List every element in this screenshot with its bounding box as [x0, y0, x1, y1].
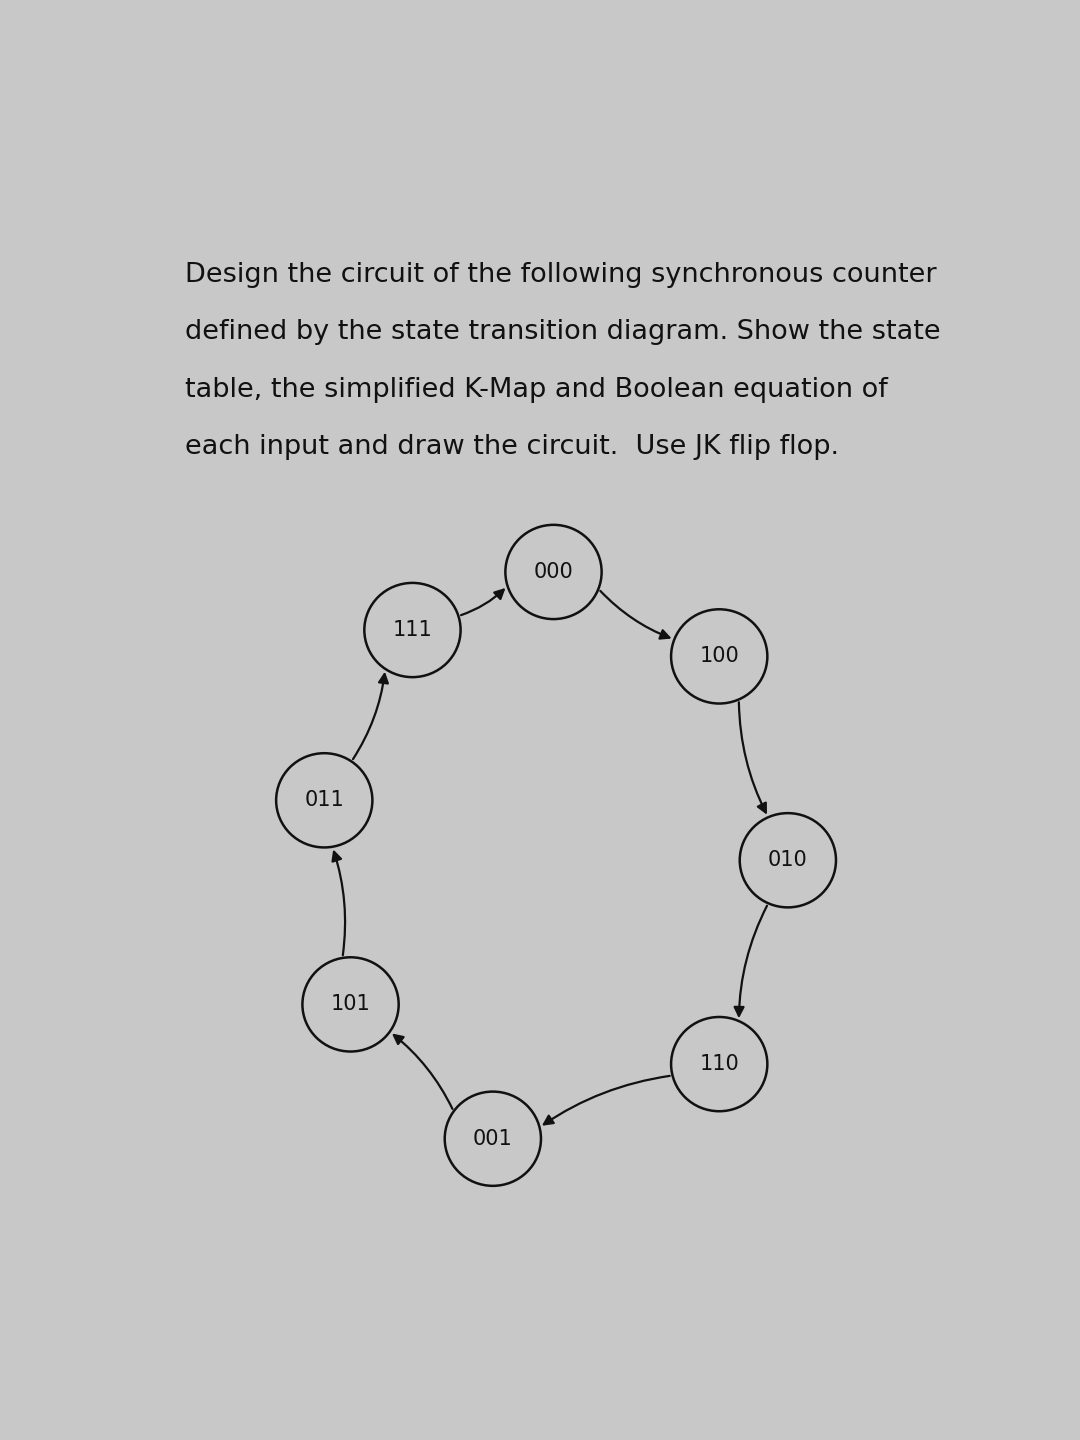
Ellipse shape	[671, 609, 768, 704]
Text: 100: 100	[700, 647, 739, 667]
Text: 001: 001	[473, 1129, 513, 1149]
Ellipse shape	[740, 814, 836, 907]
Ellipse shape	[364, 583, 460, 677]
Text: Design the circuit of the following synchronous counter: Design the circuit of the following sync…	[186, 262, 936, 288]
Text: 010: 010	[768, 850, 808, 870]
Ellipse shape	[671, 1017, 768, 1112]
Ellipse shape	[445, 1092, 541, 1187]
Ellipse shape	[302, 958, 399, 1051]
Text: table, the simplified K-Map and Boolean equation of: table, the simplified K-Map and Boolean …	[186, 377, 888, 403]
Text: 111: 111	[393, 621, 432, 639]
Text: each input and draw the circuit.  Use JK flip flop.: each input and draw the circuit. Use JK …	[186, 435, 839, 461]
Text: 110: 110	[700, 1054, 739, 1074]
Text: 011: 011	[305, 791, 345, 811]
Ellipse shape	[276, 753, 373, 848]
Text: 101: 101	[330, 995, 370, 1014]
Text: 000: 000	[534, 562, 573, 582]
Text: defined by the state transition diagram. Show the state: defined by the state transition diagram.…	[186, 320, 941, 346]
Ellipse shape	[505, 524, 602, 619]
